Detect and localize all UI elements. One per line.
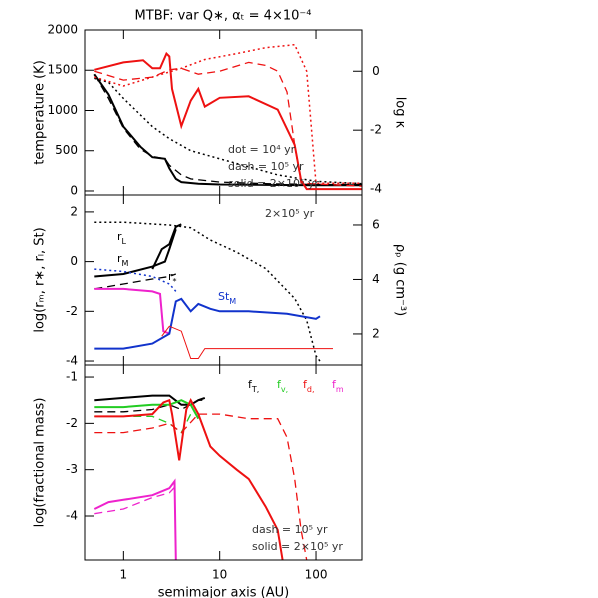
y-tick-label: 1500 [47,63,78,77]
x-tick-label: 1 [120,568,128,582]
y-tick-label: -3 [66,462,78,476]
series-line [94,221,321,362]
x-tick-label: 100 [305,568,328,582]
annotation: solid = 2×10⁵ yr [252,540,343,553]
series-line [151,223,182,270]
series-line [94,397,284,560]
series-line [94,485,177,515]
annotation-text: r [117,230,122,243]
y-tick-label: -2 [66,304,78,318]
y-tick-label: 2000 [47,23,78,37]
y-axis-label: log(fractional mass) [33,398,48,528]
annotation-text: f [303,378,308,391]
y2-tick-label: 0 [372,64,380,78]
annotation: r* [168,270,177,286]
annotation: fm [332,378,344,394]
annotation: fv, [277,378,288,394]
series-line [93,73,362,187]
y-tick-label: -4 [66,354,78,368]
annotation: rL [117,230,127,246]
series-line [94,413,308,560]
annotation-sub: * [173,277,177,286]
y2-tick-label: 6 [372,217,380,231]
series-line [161,325,333,359]
series-line [94,297,321,350]
annotation-text: 2×10⁵ yr [265,207,315,220]
annotation-sub: M [229,297,236,306]
annotation-text: dash = 10⁵ yr [252,523,328,536]
annotation: solid = 2×10⁵ yr [228,177,319,190]
series-line [94,43,362,184]
annotation: fT, [248,378,259,394]
plot-area [93,394,308,560]
plot-area [93,43,362,191]
y2-tick-label: -2 [370,123,382,137]
annotation-text: r [168,270,173,283]
y-axis-label: log(rₘ, r∗, rₗ, St) [33,227,48,332]
series-line [94,268,177,292]
annotation: dash = 10⁵ yr [252,523,328,536]
annotation-text: solid = 2×10⁵ yr [228,177,319,190]
annotation-sub: v, [281,385,288,394]
y-tick-label: -2 [66,416,78,430]
annotation: StM [218,290,236,306]
annotation-sub: m [336,385,344,394]
series-line [94,287,170,335]
series-line [94,228,177,278]
annotation-text: St [218,290,230,303]
series-line [94,273,177,290]
y-tick-label: 0 [70,183,78,197]
series-line [94,77,362,185]
series-line [94,399,205,413]
y2-tick-label: 2 [372,326,380,340]
y2-tick-label: -4 [370,182,382,196]
annotation-text: f [277,378,282,391]
y-tick-label: 0 [70,254,78,268]
annotation: dot = 10⁴ yr [228,143,296,156]
annotation-text: f [332,378,337,391]
y-tick-label: 500 [55,143,78,157]
panel-frame [84,364,363,561]
y-axis-label: temperature (K) [33,60,48,165]
annotation: dash = 10⁵ yr [228,160,304,173]
y2-axis-label: ρₚ (g cm⁻³) [393,244,408,316]
annotation-text: r [117,252,122,265]
series-line [94,61,362,187]
series-line [93,478,177,560]
plot-area [94,221,333,362]
annotation-text: solid = 2×10⁵ yr [252,540,343,553]
y-tick-label: 2 [70,204,78,218]
annotation-sub: d, [307,385,315,394]
annotation: rM [117,252,129,268]
annotation-text: f [248,378,253,391]
annotation: fd, [303,378,315,394]
annotation-sub: T, [251,385,259,394]
annotation-sub: L [122,237,127,246]
series-line [93,73,362,186]
x-tick-label: 10 [212,568,227,582]
chart-title: MTBF: var Q∗, αₜ = 4×10⁻⁴ [135,9,312,24]
annotation-text: dash = 10⁵ yr [228,160,304,173]
annotation-text: dot = 10⁴ yr [228,143,296,156]
y2-axis-label: log κ [393,97,408,129]
y-tick-label: 1000 [47,103,78,117]
x-axis-label: semimajor axis (AU) [158,586,289,598]
y2-tick-label: 4 [372,272,380,286]
annotation-sub: M [122,259,129,268]
annotation: 2×10⁵ yr [265,207,315,220]
y-tick-label: -1 [66,370,78,384]
y-tick-label: -4 [66,508,78,522]
